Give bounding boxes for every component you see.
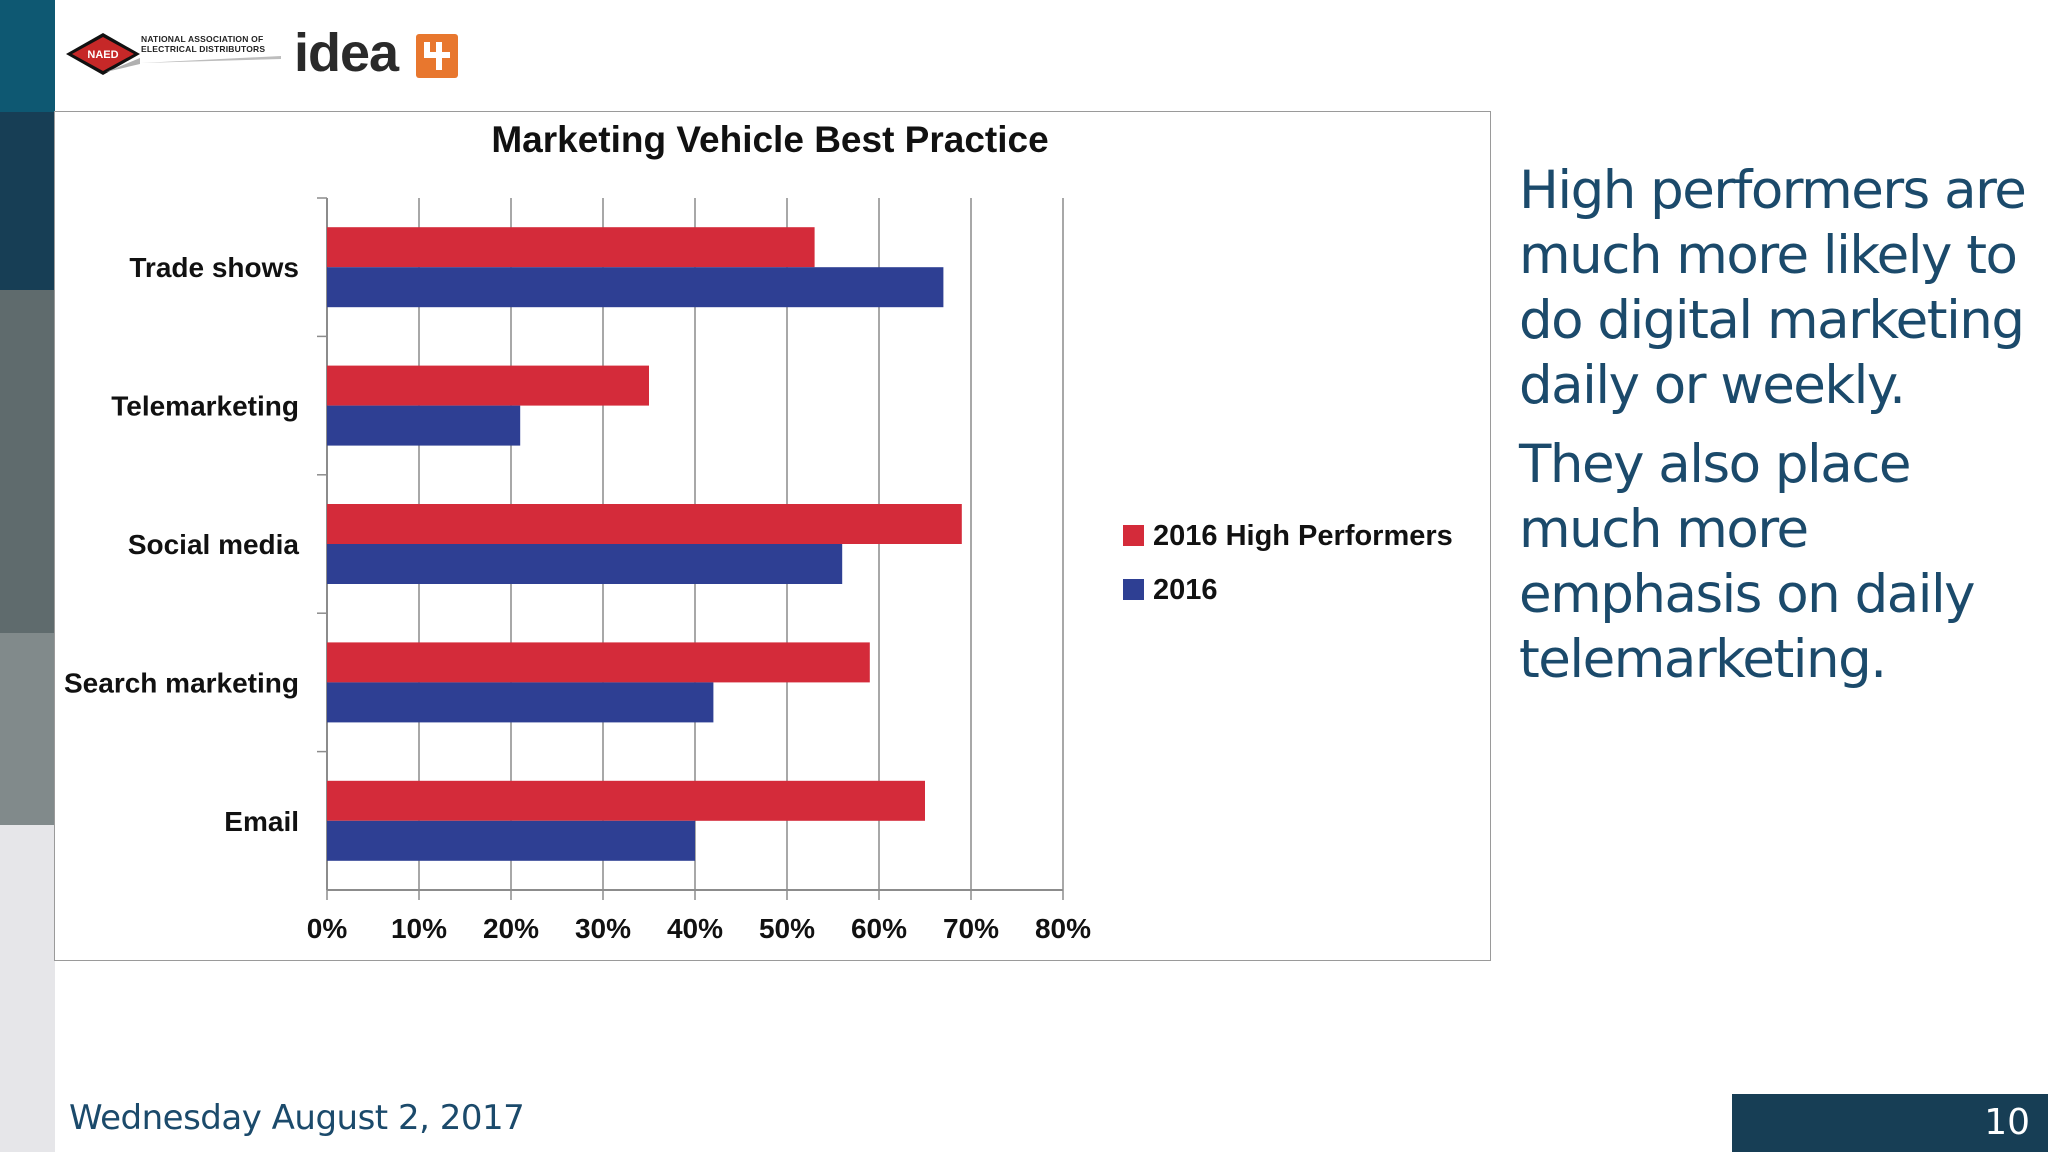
bar-high-performers [327,780,925,821]
bar-chart: Marketing Vehicle Best Practice 0% 10% 20% 3… [64,119,1453,944]
naed-logo-icon: NAED [66,33,140,75]
x-tick-label: 80% [1035,913,1091,944]
commentary-paragraph-2: They also place much more emphasis on da… [1519,434,1976,690]
x-tick-label: 70% [943,913,999,944]
bar-high-performers [327,642,870,683]
category-label: Social media [128,529,300,560]
header-logos: NAED NATIONAL ASSOCIATION OF ELECTRICAL … [66,23,486,84]
naed-name-line1: NATIONAL ASSOCIATION OF [141,34,264,44]
naed-swoosh-icon [141,56,281,63]
sidebar-band-lightgray [0,633,55,825]
sidebar-band-teal [0,0,55,112]
sidebar-band-pale [0,825,55,1152]
sidebar-band-gray [0,290,55,633]
idea-logo-word: idea [294,23,399,83]
x-tick-label: 30% [575,913,631,944]
legend-swatch [1123,579,1144,600]
x-tick-label: 40% [667,913,723,944]
commentary-paragraph-1: High performers are much more likely to … [1519,160,2027,416]
naed-badge-text: NAED [87,49,118,61]
x-tick-label: 10% [391,913,447,944]
footer-date: Wednesday August 2, 2017 [69,1098,525,1138]
bar-all-2016 [327,267,944,308]
bar-all-2016 [327,820,695,861]
legend-swatch [1123,525,1144,546]
side-commentary: High performers are much more likely to … [1519,158,2029,706]
category-label: Telemarketing [111,391,299,422]
sidebar-band-navy [0,112,55,290]
x-tick-label: 60% [851,913,907,944]
chart-frame: Marketing Vehicle Best Practice 0% 10% 20% 3… [54,111,1491,961]
bar-high-performers [327,365,649,406]
legend-label: 2016 [1153,574,1218,606]
page-number: 10 [1984,1102,2030,1143]
chart-title: Marketing Vehicle Best Practice [491,119,1048,160]
naed-name: NATIONAL ASSOCIATION OF ELECTRICAL DISTR… [141,34,281,64]
category-label: Trade shows [129,252,299,283]
bar-high-performers [327,227,815,268]
page-number-box: 10 [1732,1094,2048,1152]
bar-all-2016 [327,682,714,723]
legend-label: 2016 High Performers [1153,520,1453,552]
category-label: Search marketing [64,667,299,698]
naed-name-line2: ELECTRICAL DISTRIBUTORS [141,44,266,54]
bar-all-2016 [327,405,521,446]
category-label: Email [224,806,299,837]
bar-all-2016 [327,544,843,584]
idea-logo-icon [416,34,458,78]
x-tick-label: 20% [483,913,539,944]
x-tick-label: 50% [759,913,815,944]
bar-high-performers [327,504,962,544]
x-tick-label: 0% [307,913,348,944]
